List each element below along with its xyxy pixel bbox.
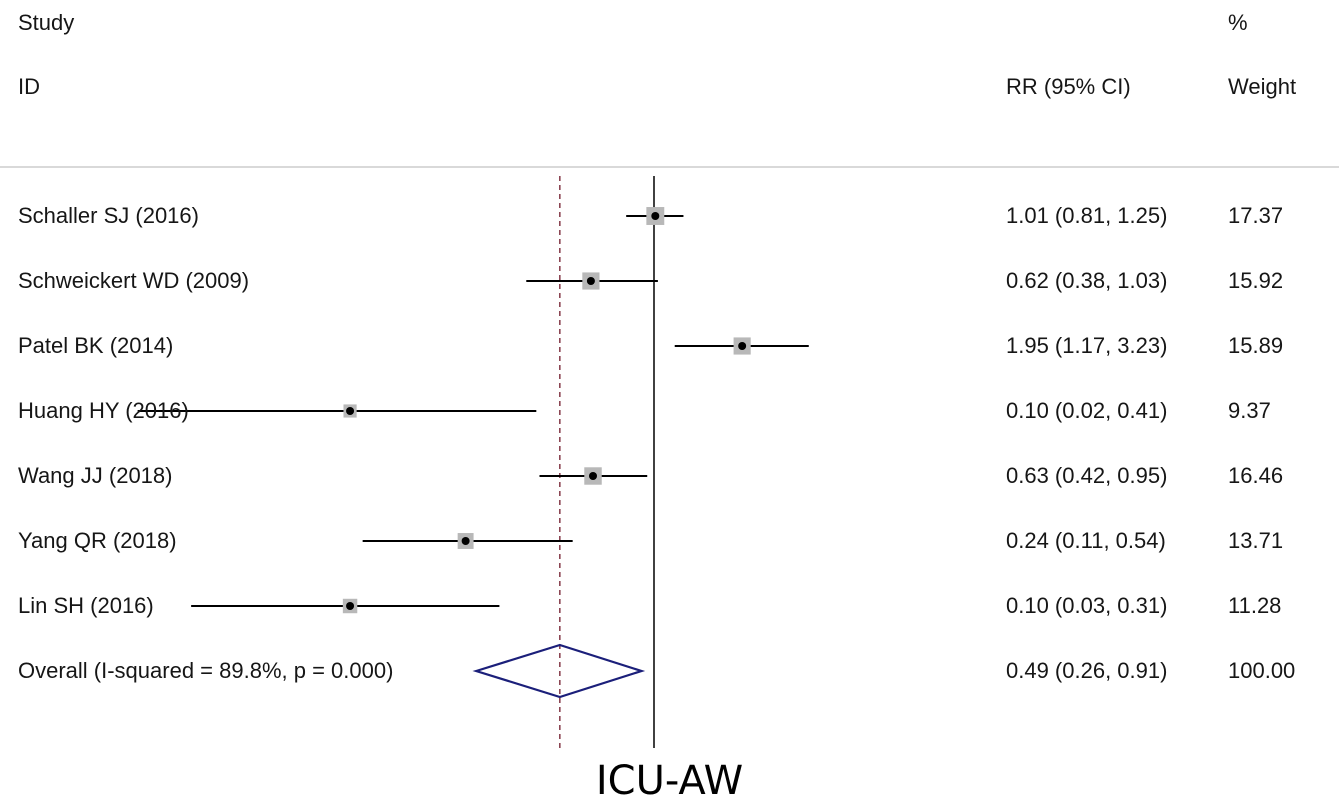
- point-estimate: [346, 602, 355, 610]
- ci-value: 0.63 (0.42, 0.95): [1006, 463, 1168, 488]
- study-label: Patel BK (2014): [18, 333, 174, 358]
- header-ci: RR (95% CI): [1006, 74, 1131, 99]
- point-estimate: [586, 277, 595, 285]
- point-estimate: [346, 407, 355, 415]
- weight-value: 15.89: [1228, 333, 1284, 358]
- ci-value: 1.95 (1.17, 3.23): [1006, 333, 1168, 358]
- study-label: Lin SH (2016): [18, 593, 154, 618]
- header-weight: Weight: [1228, 74, 1297, 99]
- ci-value: 0.10 (0.02, 0.41): [1006, 398, 1168, 423]
- point-estimate: [589, 472, 598, 480]
- ci-value: 1.01 (0.81, 1.25): [1006, 203, 1168, 228]
- study-label: Yang QR (2018): [18, 528, 177, 553]
- header-study: Study: [18, 10, 75, 35]
- overall-diamond: [472, 643, 646, 699]
- weight-value: 15.92: [1228, 268, 1284, 293]
- point-estimate: [651, 212, 660, 220]
- plot-caption: ICU-AW: [595, 758, 744, 804]
- weight-value: 17.37: [1228, 203, 1284, 228]
- header-id: ID: [18, 74, 40, 99]
- weight-value: 9.37: [1228, 398, 1271, 423]
- study-label: Schaller SJ (2016): [18, 203, 199, 228]
- study-label: Huang HY (2016): [18, 398, 189, 423]
- header-percent: %: [1228, 10, 1248, 35]
- ci-value: 0.10 (0.03, 0.31): [1006, 593, 1168, 618]
- ci-value: 0.24 (0.11, 0.54): [1006, 528, 1166, 553]
- weight-value: 11.28: [1228, 593, 1282, 618]
- overall-weight-value: 100.00: [1228, 658, 1296, 683]
- point-estimate: [461, 537, 470, 545]
- overall-label: Overall (I-squared = 89.8%, p = 0.000): [18, 658, 394, 683]
- study-label: Schweickert WD (2009): [18, 268, 250, 293]
- overall-ci-value: 0.49 (0.26, 0.91): [1006, 658, 1168, 683]
- weight-value: 13.71: [1228, 528, 1284, 553]
- study-label: Wang JJ (2018): [18, 463, 173, 488]
- point-estimate: [738, 342, 747, 350]
- weight-value: 16.46: [1228, 463, 1284, 488]
- ci-value: 0.62 (0.38, 1.03): [1006, 268, 1168, 293]
